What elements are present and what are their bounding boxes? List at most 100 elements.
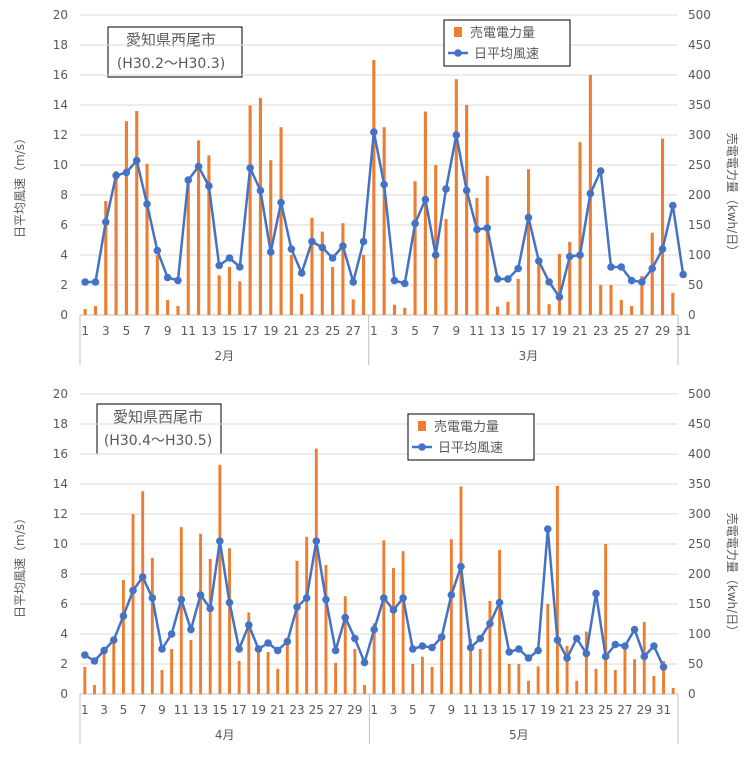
chart-feb-mar-ytick-left: 20 [53, 8, 68, 22]
chart-feb-mar-wind-point [545, 278, 553, 286]
chart-feb-mar-bar [444, 219, 448, 315]
chart-feb-mar-wind-point [101, 218, 110, 226]
chart-apr-may-bar [488, 601, 492, 694]
chart-feb-mar-bar [361, 255, 366, 315]
chart-feb-mar-wind-point [596, 167, 605, 175]
chart-apr-may-ytick-left: 20 [53, 387, 68, 401]
chart-feb-mar-wind-point [287, 245, 296, 253]
chart-apr-may-day-tick: 15 [212, 703, 227, 717]
chart-apr-may-ytick-left: 2 [60, 657, 68, 671]
chart-feb-mar-bar [630, 306, 634, 315]
chart-apr-may-bar [256, 649, 260, 694]
chart-apr-may-wind-point [244, 621, 253, 629]
chart-apr-may-wind-point [505, 648, 514, 656]
chart-apr-may-day-tick: 27 [617, 703, 632, 717]
chart-feb-mar-bar [506, 301, 510, 315]
chart-apr-may-wind-point [129, 586, 137, 595]
chart-apr-may-bar [160, 670, 164, 694]
chart-apr-may-title-box [96, 403, 222, 455]
chart-feb-mar-bar [403, 307, 407, 315]
chart-feb-mar-day-tick: 23 [593, 324, 608, 338]
chart-feb-mar-ytick-left: 8 [60, 188, 68, 202]
chart-apr-may-ytick-left: 6 [60, 597, 68, 611]
chart-apr-may-wind-point [148, 594, 157, 602]
chart-feb-mar-legend [443, 19, 571, 67]
chart-feb-mar-wind-point [586, 189, 595, 198]
chart-feb-mar-day-tick: 3 [102, 324, 110, 338]
chart-feb-mar-wind-point [359, 237, 368, 246]
chart-apr-may-day-tick: 25 [309, 703, 324, 717]
chart-apr-may-bar [382, 540, 386, 694]
chart-feb-mar-day-tick: 17 [242, 324, 257, 338]
chart-feb-mar-wind-point [143, 200, 151, 208]
chart-feb-mar-day-tick: 17 [531, 324, 546, 338]
chart-feb-mar-bar [176, 306, 180, 315]
chart-feb-mar-bar [197, 140, 201, 315]
chart-feb-mar-wind-point [462, 186, 471, 195]
chart-apr-may-legend-line-label: 日平均風速 [438, 441, 503, 456]
chart-apr-may-day-tick: 31 [656, 703, 671, 717]
chart-feb-mar-legend-line-marker [454, 49, 462, 57]
chart-apr-may-day-tick: 13 [482, 703, 497, 717]
chart-apr-may-day-tick: 23 [579, 703, 594, 717]
chart-feb-mar-ylabel: 日平均風速（m/s） [13, 132, 27, 238]
chart-apr-may-bar [546, 604, 550, 694]
chart-feb-mar: 愛知県西尾市 (H30.2～H30.3) 日平均風速（m/s） 売電電力量（kw… [13, 8, 740, 365]
chart-feb-mar-wind-point [225, 254, 234, 262]
chart-apr-may-wind-point [273, 646, 282, 655]
chart-apr-may-bar [121, 580, 125, 694]
chart-feb-mar-day-tick: 1 [81, 324, 89, 338]
chart-feb-mar-bar [547, 304, 551, 315]
chart-feb-mar-day-tick: 5 [411, 324, 419, 338]
chart-apr-may-bar [266, 652, 270, 694]
chart-feb-mar-wind-point [658, 245, 667, 253]
chart-apr-may-day-tick: 19 [251, 703, 266, 717]
chart-feb-mar-wind-point [483, 224, 492, 232]
chart-feb-mar-wind-point [565, 252, 574, 261]
chart-apr-may-ytick-right: 100 [688, 627, 711, 641]
chart-feb-mar-wind-point [524, 213, 533, 222]
chart-feb-mar-bar [279, 127, 283, 315]
chart-apr-may-bar [83, 667, 87, 694]
chart-apr-may-day-tick: 19 [540, 703, 555, 717]
chart-apr-may-wind-point [293, 603, 301, 611]
chart-feb-mar-month-label: 2月 [215, 349, 235, 363]
chart-feb-mar-day-tick: 19 [552, 324, 567, 338]
chart-apr-may-wind-point [167, 630, 176, 638]
chart-feb-mar-day-tick: 5 [123, 324, 131, 338]
chart-feb-mar-wind-point [246, 164, 254, 172]
chart-apr-may-wind-point [659, 663, 668, 671]
chart-apr-may-wind-point [563, 654, 571, 662]
chart-feb-mar-wind-point [617, 263, 626, 271]
chart-apr-may-bar [199, 533, 203, 694]
chart-feb-mar-day-tick: 3 [391, 324, 399, 338]
chart-feb-mar-bar [640, 276, 644, 315]
chart-apr-may-wind-point [466, 643, 475, 652]
chart-apr-may-wind-point [370, 625, 378, 634]
chart-apr-may-day-tick: 9 [448, 703, 456, 717]
chart-apr-may-bar [372, 623, 376, 694]
chart-apr-may-ytick-left: 8 [60, 567, 68, 581]
chart-feb-mar-bar [331, 267, 335, 315]
chart-apr-may-day-tick: 27 [328, 703, 343, 717]
chart-apr-may-day-tick: 11 [174, 703, 189, 717]
chart-apr-may-bar [93, 685, 96, 694]
chart-feb-mar-ytick-left: 10 [53, 158, 68, 172]
chart-feb-mar-day-tick: 13 [490, 324, 505, 338]
chart-apr-may-ytick-right: 450 [688, 417, 711, 431]
chart-apr-may-wind-point [592, 589, 600, 598]
chart-feb-mar-wind-point [370, 128, 378, 136]
chart-apr-may-bar [305, 536, 309, 694]
chart-feb-mar-ytick-right: 150 [688, 218, 711, 232]
chart-feb-mar-day-tick: 27 [634, 324, 649, 338]
chart-apr-may-day-tick: 13 [193, 703, 208, 717]
chart-apr-may-bar [295, 560, 299, 694]
chart-feb-mar-wind-point [81, 278, 89, 286]
chart-apr-may-ytick-right: 400 [688, 447, 711, 461]
chart-feb-mar-bar [650, 232, 654, 315]
chart-feb-mar-wind-point [535, 257, 543, 265]
chart-feb-mar-wind-point [339, 242, 347, 250]
chart-feb-mar-day-tick: 7 [143, 324, 151, 338]
chart-apr-may-day-tick: 1 [370, 703, 378, 717]
